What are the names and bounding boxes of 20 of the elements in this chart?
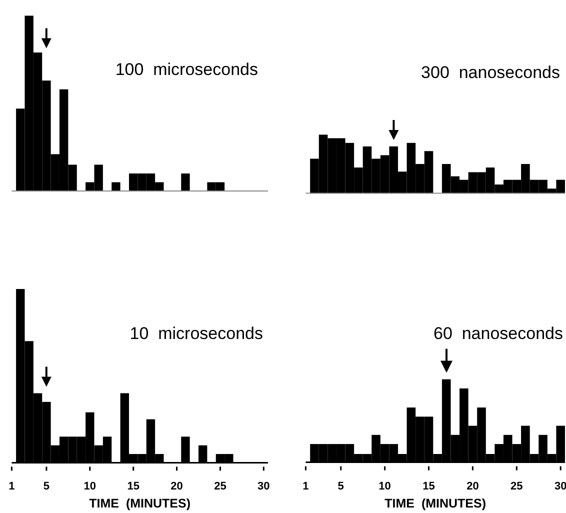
x-tick-label: 1	[8, 480, 15, 493]
chart-title: 60 nanoseconds	[434, 324, 563, 343]
x-tick-label: 10	[378, 480, 391, 492]
x-tick-label: 30	[258, 480, 270, 493]
x-tick-label: 20	[466, 480, 479, 492]
x-tick-label: 25	[510, 480, 523, 492]
x-tick-label: 30	[554, 480, 566, 492]
x-tick-label: 10	[84, 480, 96, 493]
x-axis-title: TIME (MINUTES)	[384, 496, 486, 510]
x-axis-title: TIME (MINUTES)	[89, 496, 191, 511]
x-tick-label: 25	[214, 480, 226, 493]
x-tick-label: 5	[338, 480, 344, 492]
x-tick-label: 5	[43, 480, 50, 493]
chart-title: 300 nanoseconds	[421, 63, 560, 82]
text: 100 microseconds	[115, 60, 258, 79]
x-tick-label: 15	[127, 480, 140, 493]
text: 10 microseconds	[130, 324, 263, 343]
x-tick-label: 15	[422, 480, 435, 492]
x-tick-label: 1	[302, 480, 309, 492]
x-tick-label: 20	[170, 480, 183, 493]
